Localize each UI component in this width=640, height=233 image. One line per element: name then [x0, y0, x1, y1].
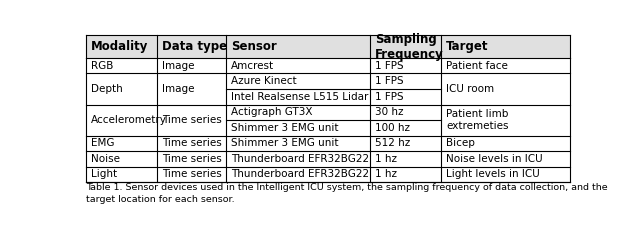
Text: EMG: EMG [91, 138, 115, 148]
Text: Actigraph GT3X: Actigraph GT3X [231, 107, 313, 117]
Text: Sensor: Sensor [231, 40, 277, 53]
Text: Modality: Modality [91, 40, 148, 53]
Text: Bicep: Bicep [446, 138, 475, 148]
Text: 1 FPS: 1 FPS [375, 76, 404, 86]
Text: 1 hz: 1 hz [375, 154, 397, 164]
Text: Noise: Noise [91, 154, 120, 164]
Text: Patient limb
extremeties: Patient limb extremeties [446, 109, 509, 131]
Text: 1 hz: 1 hz [375, 169, 397, 179]
Text: target location for each sensor.: target location for each sensor. [86, 195, 235, 204]
Text: ICU room: ICU room [446, 84, 494, 94]
Text: RGB: RGB [91, 61, 113, 71]
Text: Light levels in ICU: Light levels in ICU [446, 169, 540, 179]
Text: 100 hz: 100 hz [375, 123, 410, 133]
Text: Azure Kinect: Azure Kinect [231, 76, 297, 86]
Text: Sampling
Frequency: Sampling Frequency [375, 33, 444, 61]
Text: Intel Realsense L515 Lidar: Intel Realsense L515 Lidar [231, 92, 369, 102]
Text: Shimmer 3 EMG unit: Shimmer 3 EMG unit [231, 138, 339, 148]
Text: Thunderboard EFR32BG22: Thunderboard EFR32BG22 [231, 169, 369, 179]
Text: Noise levels in ICU: Noise levels in ICU [446, 154, 543, 164]
Text: Thunderboard EFR32BG22: Thunderboard EFR32BG22 [231, 154, 369, 164]
Text: Table 1. Sensor devices used in the Intelligent ICU system, the sampling frequen: Table 1. Sensor devices used in the Inte… [86, 183, 607, 192]
Text: Image: Image [162, 84, 195, 94]
Text: Time series: Time series [162, 115, 221, 125]
Text: Depth: Depth [91, 84, 123, 94]
Text: Patient face: Patient face [446, 61, 508, 71]
Text: Accelerometry: Accelerometry [91, 115, 167, 125]
Text: Data type: Data type [162, 40, 227, 53]
Text: Time series: Time series [162, 154, 221, 164]
Text: Image: Image [162, 61, 195, 71]
Text: 512 hz: 512 hz [375, 138, 410, 148]
Text: Shimmer 3 EMG unit: Shimmer 3 EMG unit [231, 123, 339, 133]
Bar [86, 35, 570, 58]
Text: 1 FPS: 1 FPS [375, 92, 404, 102]
Text: Target: Target [446, 40, 488, 53]
Text: 30 hz: 30 hz [375, 107, 404, 117]
Text: 1 FPS: 1 FPS [375, 61, 404, 71]
Text: Light: Light [91, 169, 117, 179]
Text: Amcrest: Amcrest [231, 61, 275, 71]
Text: Time series: Time series [162, 169, 221, 179]
Text: Time series: Time series [162, 138, 221, 148]
